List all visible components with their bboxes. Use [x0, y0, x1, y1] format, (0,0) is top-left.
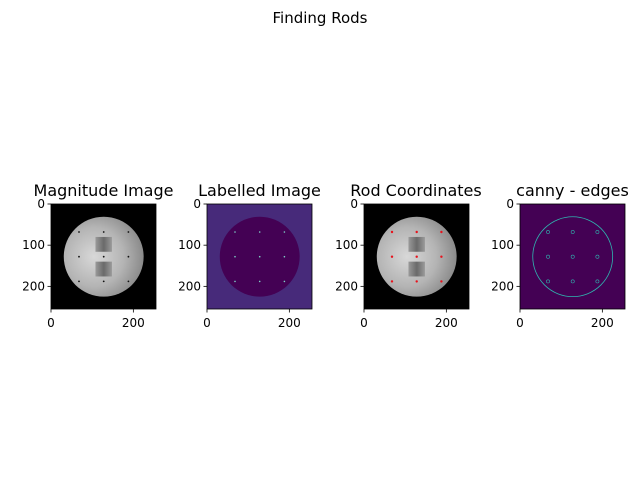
rod-marker — [440, 255, 443, 258]
rod — [102, 255, 105, 258]
rod-edge — [595, 279, 600, 284]
panel-title: canny - edges — [516, 181, 629, 200]
rod — [234, 255, 236, 258]
y-tick-label: 200 — [22, 279, 45, 293]
inner-block — [408, 261, 425, 277]
rod — [127, 255, 130, 258]
y-tick-label: 100 — [491, 238, 514, 252]
rod — [102, 231, 105, 233]
inner-block — [95, 236, 112, 252]
y-tick-label: 100 — [22, 238, 45, 252]
x-tick-label: 0 — [360, 316, 368, 330]
axes-frame — [363, 203, 470, 310]
rod-edge — [546, 230, 550, 234]
rod-marker — [390, 230, 394, 234]
x-tick-label: 200 — [122, 316, 145, 330]
image-area — [207, 204, 312, 309]
rod-marker — [415, 230, 418, 234]
x-tick-label: 0 — [47, 316, 55, 330]
panel-canny-edges: canny - edges 0 200 0 100 200 — [491, 181, 629, 330]
x-tick-label: 200 — [435, 316, 458, 330]
x-tick-label: 200 — [278, 316, 301, 330]
rod-marker — [440, 230, 443, 234]
rod — [78, 280, 80, 283]
y-tick-label: 0 — [350, 197, 358, 211]
rod-edge — [546, 279, 550, 284]
inner-block — [408, 236, 425, 252]
rod-edge — [595, 254, 600, 259]
x-tick-label: 0 — [516, 316, 524, 330]
x-tick-label: 0 — [203, 316, 211, 330]
rod — [258, 255, 261, 258]
inner-block — [95, 261, 112, 277]
rod — [283, 280, 286, 283]
y-tick-label: 100 — [178, 238, 201, 252]
rod-marker — [415, 280, 418, 283]
panel-rod-coordinates: Rod Coordinates 0 200 0 100 200 — [335, 181, 482, 330]
image-area — [364, 204, 469, 309]
axes-frame — [519, 203, 626, 310]
axes-frame — [206, 203, 313, 310]
y-tick-label: 100 — [335, 238, 358, 252]
rod — [258, 280, 261, 283]
rod-marker — [415, 255, 418, 258]
y-tick-label: 0 — [193, 197, 201, 211]
rod-edge — [570, 254, 575, 259]
rod-edge — [595, 230, 600, 234]
rod — [127, 280, 130, 283]
rod — [78, 231, 80, 233]
rod-edge — [546, 254, 550, 259]
image-area — [520, 204, 625, 309]
panel-title: Magnitude Image — [34, 181, 174, 200]
figure-suptitle: Finding Rods — [273, 9, 368, 27]
rod — [127, 231, 130, 233]
rod — [283, 255, 286, 258]
rod-edge — [570, 279, 575, 284]
rod — [234, 231, 236, 233]
rod-marker — [390, 255, 394, 258]
image-background — [520, 204, 625, 309]
y-tick-label: 200 — [178, 279, 201, 293]
rod — [258, 231, 261, 233]
rod-marker — [440, 280, 443, 283]
panel-magnitude-image: Magnitude Image 0 200 0 100 200 — [22, 181, 173, 330]
x-tick-label: 200 — [591, 316, 614, 330]
y-tick-label: 0 — [37, 197, 45, 211]
axes-frame — [50, 203, 157, 310]
rod — [78, 255, 80, 258]
rod-edge — [570, 230, 575, 234]
panel-labelled-image: Labelled Image 0 200 0 100 200 — [178, 181, 321, 330]
rod — [102, 280, 105, 283]
rod — [234, 280, 236, 283]
phantom-edge-ring — [532, 216, 614, 298]
panel-title: Rod Coordinates — [350, 181, 481, 200]
rod-marker — [390, 280, 394, 283]
panel-title: Labelled Image — [198, 181, 321, 200]
rod — [283, 231, 286, 233]
y-tick-label: 200 — [491, 279, 514, 293]
y-tick-label: 200 — [335, 279, 358, 293]
y-tick-label: 0 — [506, 197, 514, 211]
image-area — [51, 204, 156, 309]
